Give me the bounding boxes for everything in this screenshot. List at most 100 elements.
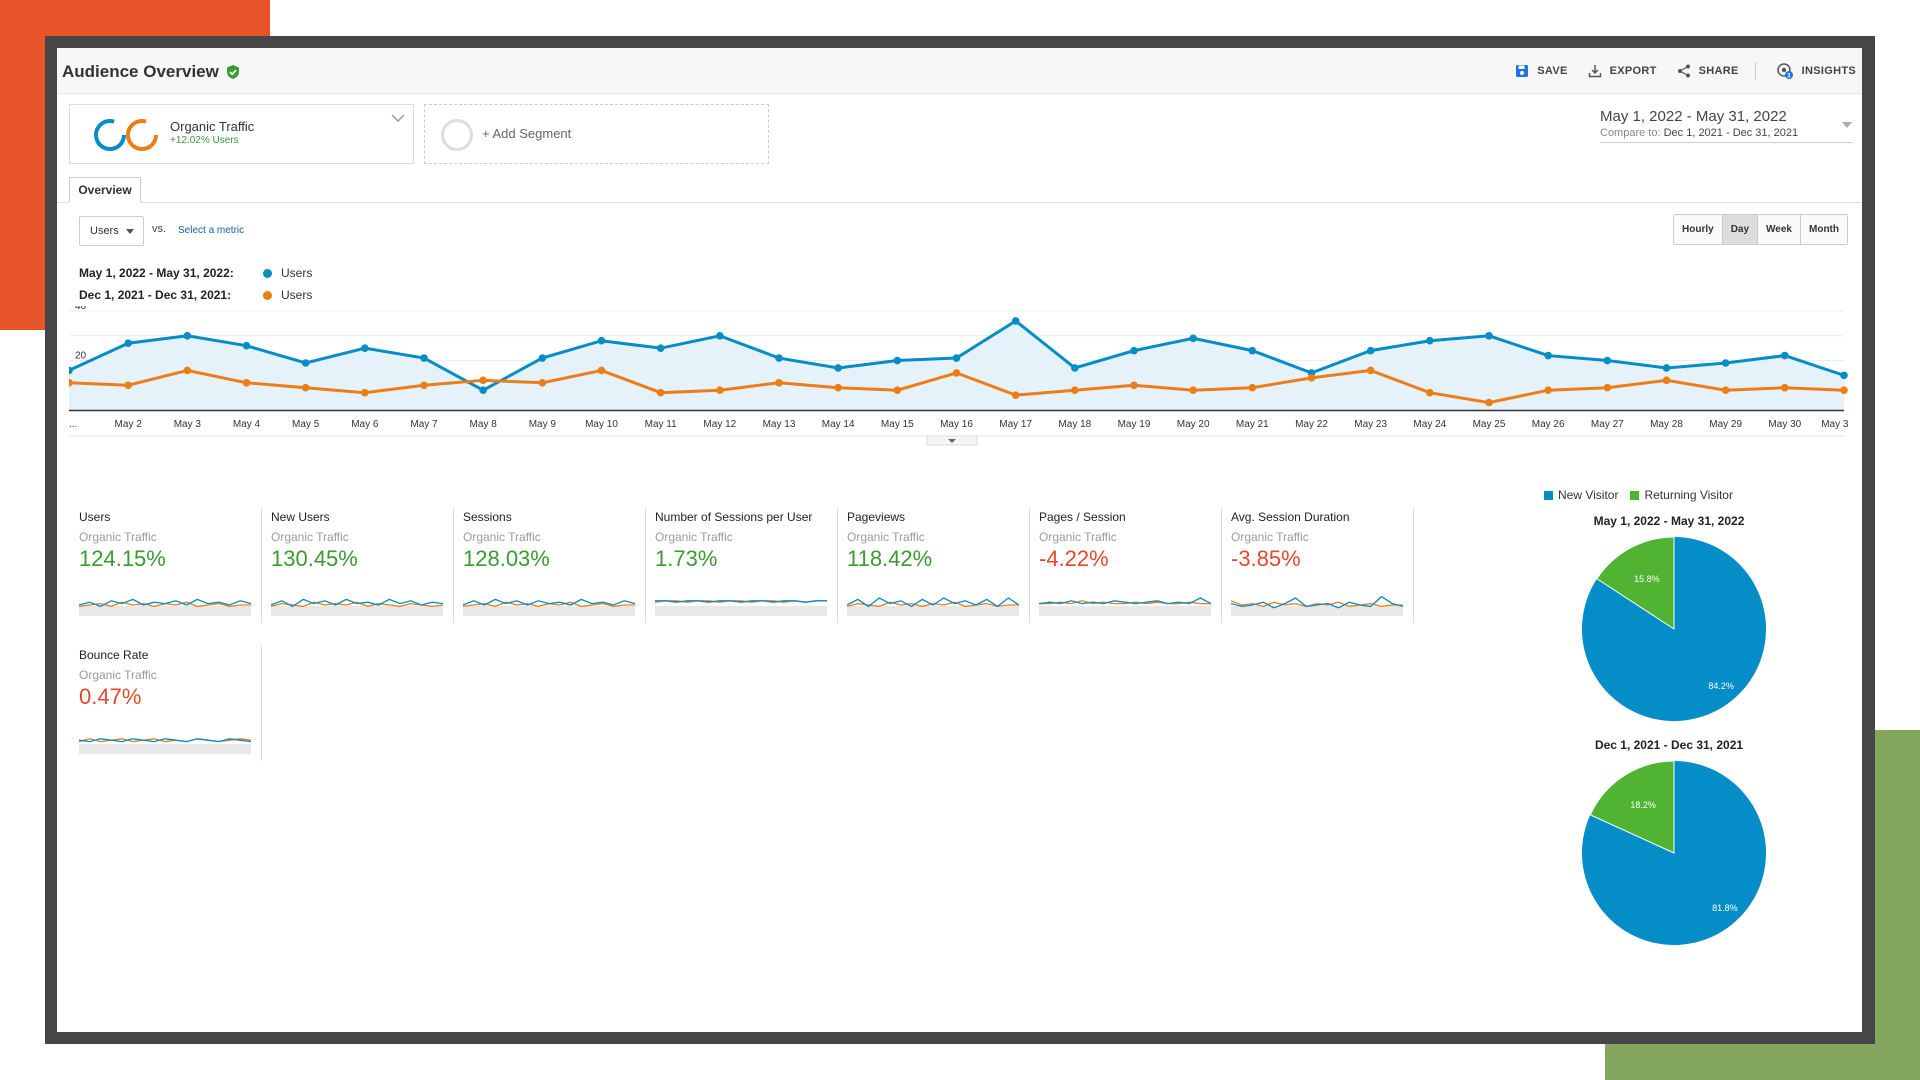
data-point[interactable] — [1307, 374, 1316, 382]
pie-slice-returning[interactable] — [1596, 536, 1675, 630]
data-point[interactable] — [1721, 359, 1730, 367]
data-point[interactable] — [952, 354, 961, 362]
metric-segment: Organic Traffic — [79, 530, 157, 544]
data-point[interactable] — [1366, 366, 1375, 375]
data-point[interactable] — [420, 354, 428, 362]
legend-swatch-new — [1544, 490, 1553, 500]
data-point[interactable] — [1721, 386, 1730, 395]
metric-tile[interactable]: New Users Organic Traffic 130.45% — [269, 508, 454, 623]
tab-overview[interactable]: Overview — [69, 177, 141, 203]
data-point[interactable] — [301, 359, 310, 367]
data-point[interactable] — [597, 366, 606, 375]
data-point[interactable] — [301, 383, 310, 392]
data-point[interactable] — [1071, 386, 1079, 395]
metric-tile[interactable]: Pages / Session Organic Traffic -4.22% — [1037, 508, 1222, 623]
data-point[interactable] — [1248, 346, 1257, 355]
data-point[interactable] — [1485, 331, 1493, 340]
day-button[interactable]: Day — [1721, 215, 1758, 244]
date-range-picker[interactable]: May 1, 2022 - May 31, 2022 Compare to: D… — [1600, 108, 1852, 143]
sparkline-bg — [79, 744, 251, 754]
data-point[interactable] — [775, 354, 783, 362]
data-point[interactable] — [1426, 336, 1434, 345]
data-point[interactable] — [1426, 388, 1434, 397]
data-point[interactable] — [1130, 381, 1138, 390]
data-point[interactable] — [1248, 383, 1257, 392]
empty-segment-ring-icon — [441, 119, 473, 151]
metric-tile[interactable]: Avg. Session Duration Organic Traffic -3.8… — [1229, 508, 1414, 623]
data-point[interactable] — [1544, 386, 1552, 395]
data-point[interactable] — [656, 388, 665, 397]
data-point[interactable] — [1011, 391, 1020, 399]
pie-slice-returning[interactable] — [1589, 760, 1675, 854]
share-button[interactable]: SHARE — [1677, 64, 1739, 78]
metric-tile[interactable]: Pageviews Organic Traffic 118.42% — [845, 508, 1030, 623]
data-point[interactable] — [1603, 356, 1612, 365]
data-point[interactable] — [124, 381, 132, 390]
month-button[interactable]: Month — [1800, 215, 1847, 244]
metric-sparkline — [79, 738, 251, 754]
data-point[interactable] — [242, 378, 251, 387]
data-point[interactable] — [716, 386, 724, 395]
insights-button[interactable]: 3 INSIGHTS — [1776, 62, 1856, 80]
metric-tile[interactable]: Bounce Rate Organic Traffic 0.47% — [77, 646, 262, 761]
data-point[interactable] — [1781, 351, 1789, 360]
data-point[interactable] — [538, 378, 547, 387]
segment-picker[interactable]: Organic Traffic +12.02% Users — [69, 104, 414, 164]
pie-label-new: 81.8% — [1712, 903, 1738, 913]
date-range-main: May 1, 2022 - May 31, 2022 — [1600, 108, 1787, 125]
data-point[interactable] — [1485, 398, 1493, 407]
chevron-down-icon[interactable] — [391, 113, 405, 123]
metric-segment: Organic Traffic — [79, 668, 157, 682]
data-point[interactable] — [183, 331, 192, 340]
data-point[interactable] — [1603, 383, 1612, 392]
data-point[interactable] — [716, 331, 724, 340]
metric-tile[interactable]: Users Organic Traffic 124.15% — [77, 508, 262, 623]
data-point[interactable] — [1840, 386, 1848, 395]
data-point[interactable] — [952, 369, 961, 377]
data-point[interactable] — [479, 386, 487, 395]
data-point[interactable] — [1011, 317, 1020, 325]
data-point[interactable] — [893, 386, 902, 395]
data-point[interactable] — [834, 383, 842, 392]
data-point[interactable] — [1781, 383, 1789, 392]
data-point[interactable] — [656, 344, 665, 352]
data-point[interactable] — [361, 344, 369, 352]
metric-segment: Organic Traffic — [463, 530, 541, 544]
week-button[interactable]: Week — [1757, 215, 1800, 244]
data-point[interactable] — [1840, 371, 1848, 380]
data-point[interactable] — [1189, 386, 1197, 395]
data-point[interactable] — [597, 336, 606, 345]
metric-tile[interactable]: Sessions Organic Traffic 128.03% — [461, 508, 646, 623]
data-point[interactable] — [69, 378, 73, 387]
legend-row-previous: Dec 1, 2021 - Dec 31, 2021: Users — [79, 288, 313, 302]
data-point[interactable] — [361, 388, 369, 397]
data-point[interactable] — [242, 341, 251, 350]
metric-value: 124.15% — [79, 546, 166, 571]
data-point[interactable] — [69, 366, 73, 375]
data-point[interactable] — [1544, 351, 1552, 360]
data-point[interactable] — [1189, 334, 1197, 343]
save-button[interactable]: SAVE — [1515, 64, 1567, 78]
data-point[interactable] — [775, 378, 783, 387]
select-metric-link[interactable]: Select a metric — [178, 225, 245, 236]
metric-select[interactable]: Users — [79, 216, 144, 246]
data-point[interactable] — [479, 376, 487, 385]
data-point[interactable] — [834, 364, 842, 372]
x-tick-label: May 27 — [1591, 419, 1624, 430]
metric-tile[interactable]: Number of Sessions per User Organic Traff… — [653, 508, 838, 623]
data-point[interactable] — [1366, 346, 1375, 355]
data-point[interactable] — [420, 381, 428, 390]
data-point[interactable] — [538, 354, 547, 362]
add-segment-button[interactable]: + Add Segment — [424, 104, 769, 164]
data-point[interactable] — [1662, 364, 1671, 372]
x-tick-label: May 30 — [1768, 419, 1801, 430]
data-point[interactable] — [124, 339, 132, 348]
data-point[interactable] — [1071, 364, 1079, 372]
export-button[interactable]: EXPORT — [1588, 64, 1657, 78]
data-point[interactable] — [893, 356, 902, 365]
hourly-button[interactable]: Hourly — [1674, 215, 1722, 244]
data-point[interactable] — [183, 366, 192, 375]
data-point[interactable] — [1662, 376, 1671, 385]
x-tick-label: May 6 — [351, 419, 379, 430]
data-point[interactable] — [1130, 346, 1138, 355]
